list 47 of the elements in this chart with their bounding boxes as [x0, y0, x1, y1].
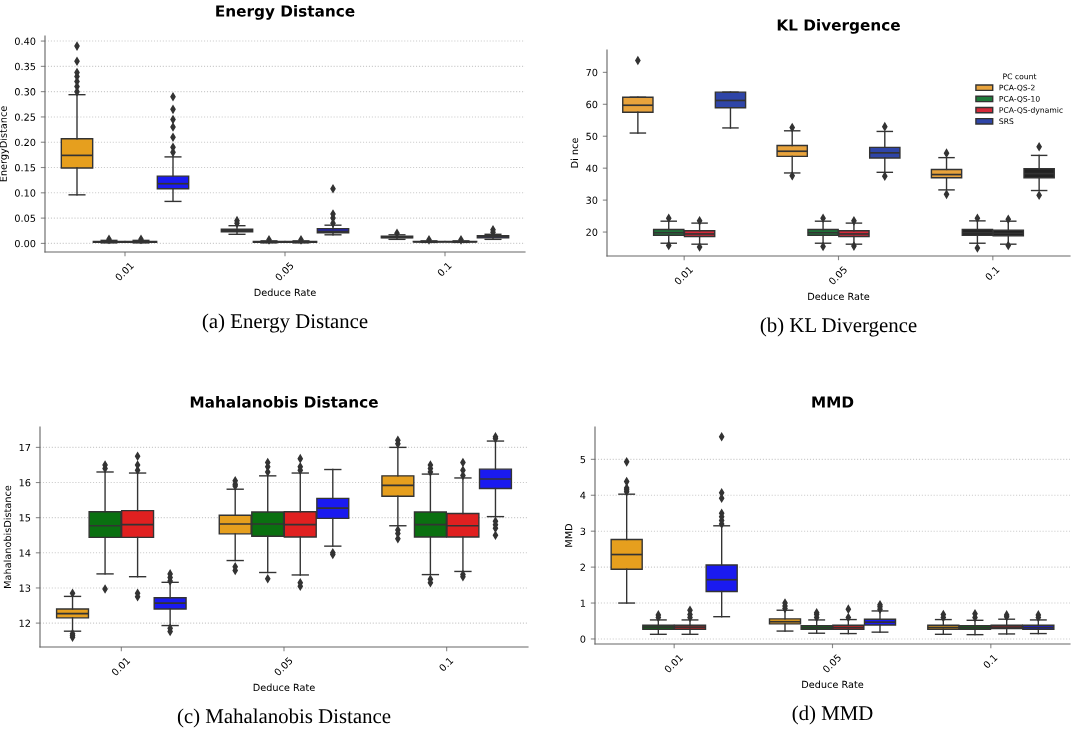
x-tick-label: 0.1 [436, 261, 452, 277]
x-tick-label: 0.1 [438, 656, 454, 672]
y-tick-label: 14 [19, 549, 31, 557]
x-axis-title: Deduce Rate [802, 680, 864, 689]
y-tick-label: 0.25 [14, 113, 36, 121]
text: (a) Energy Distance [202, 313, 368, 333]
y-tick-label: 0.35 [14, 62, 36, 71]
x-tick-label: 0.1 [984, 265, 1000, 281]
y-axis-title: Di nce [570, 138, 579, 168]
y-tick-label: 4 [580, 491, 586, 499]
chart-title: MMD [812, 396, 854, 408]
chart-title: KL Divergence [777, 18, 900, 34]
x-axis-title: Deduce Rate [808, 292, 870, 301]
y-tick-label: 1 [580, 599, 586, 607]
y-tick-label: 13 [19, 584, 31, 592]
y-axis-title: MMD [565, 523, 573, 547]
y-tick-label: 0.10 [14, 189, 36, 197]
chart-title: Mahalanobis Distance [190, 395, 378, 408]
y-tick-label: 0.00 [14, 239, 36, 248]
y-tick-label: 17 [19, 443, 31, 452]
text: (b) KL Divergence [760, 317, 917, 337]
y-tick-label: 0.20 [14, 138, 36, 147]
y-tick-label: 30 [586, 196, 598, 204]
y-tick-label: 50 [586, 132, 598, 141]
y-tick-label: 60 [586, 100, 598, 109]
y-tick-label: 12 [19, 619, 30, 627]
y-tick-label: 16 [19, 479, 31, 487]
y-tick-label: 20 [586, 228, 598, 236]
y-tick-label: 3 [580, 527, 586, 536]
x-axis-title: Deduce Rate [253, 683, 315, 692]
y-tick-label: 0.40 [14, 37, 36, 45]
y-axis-title: EnergyDistance [0, 106, 9, 182]
y-tick-label: 0.30 [14, 88, 36, 96]
y-tick-label: 40 [586, 164, 598, 172]
x-tick-label: 0.1 [982, 653, 998, 669]
text: (d) MMD [792, 705, 873, 725]
text: (c) Mahalanobis Distance [177, 708, 391, 728]
y-tick-label: 5 [580, 455, 586, 464]
chart-title: Energy Distance [216, 4, 355, 20]
y-tick-label: 2 [580, 563, 585, 571]
y-tick-label: 15 [19, 514, 31, 522]
y-axis-title: MahalanobisDistance [3, 485, 12, 588]
y-tick-label: 70 [586, 68, 598, 77]
x-axis-title: Deduce Rate [254, 288, 316, 297]
y-tick-label: 0.05 [14, 214, 36, 222]
y-tick-label: 0 [580, 635, 586, 643]
y-tick-label: 0.15 [14, 164, 36, 172]
